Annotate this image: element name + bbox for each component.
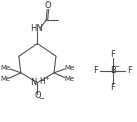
Text: F: F — [94, 66, 98, 75]
Text: +: + — [44, 76, 49, 81]
Text: −: − — [115, 63, 120, 68]
Text: O: O — [34, 91, 41, 100]
Text: Me: Me — [65, 65, 75, 71]
Text: H: H — [39, 77, 45, 86]
Text: Me: Me — [0, 65, 10, 71]
Text: O: O — [44, 1, 51, 10]
Text: Me: Me — [65, 76, 75, 82]
Text: F: F — [110, 83, 115, 92]
Text: B: B — [110, 66, 115, 75]
Text: Me: Me — [0, 76, 10, 82]
Text: F: F — [127, 66, 132, 75]
Text: −: − — [38, 96, 44, 102]
Text: HN: HN — [30, 24, 43, 33]
Text: F: F — [110, 50, 115, 59]
Text: N: N — [30, 78, 36, 87]
